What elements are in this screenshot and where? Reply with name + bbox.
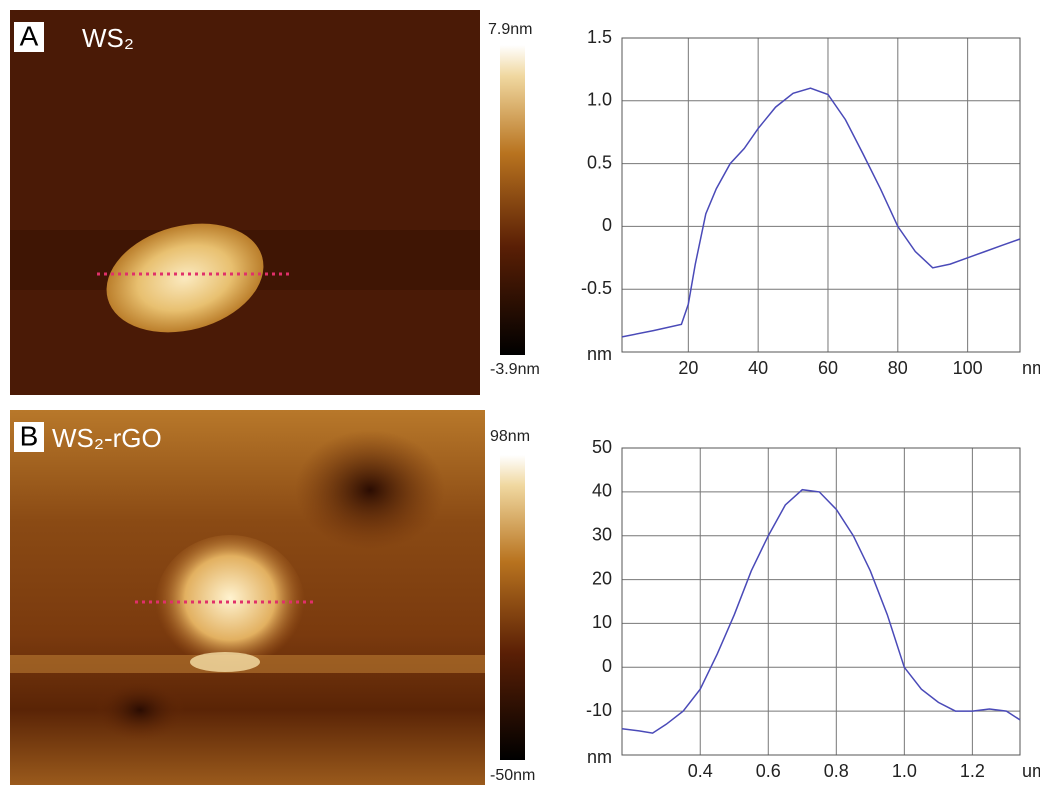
y-tick-label: 30 xyxy=(592,524,612,544)
y-tick-label: 10 xyxy=(592,612,612,632)
x-tick-label: 80 xyxy=(888,358,908,378)
y-tick-label: 50 xyxy=(592,437,612,457)
x-axis-unit: nm xyxy=(1022,358,1040,378)
x-tick-label: 0.6 xyxy=(756,761,781,781)
scale-max: 98nm xyxy=(490,428,530,445)
color-bar xyxy=(500,45,525,355)
afm-particle xyxy=(190,652,260,672)
scale-max: 7.9nm xyxy=(488,21,532,38)
x-tick-label: 20 xyxy=(678,358,698,378)
x-tick-label: 40 xyxy=(748,358,768,378)
y-tick-label: -10 xyxy=(586,700,612,720)
label-box xyxy=(14,22,44,52)
scale-min: -50nm xyxy=(490,767,535,784)
y-tick-label: 1.0 xyxy=(587,90,612,110)
x-tick-label: 0.8 xyxy=(824,761,849,781)
panel-label: B xyxy=(20,420,39,451)
x-tick-label: 100 xyxy=(953,358,983,378)
y-tick-label: -0.5 xyxy=(581,278,612,298)
x-axis-unit: um xyxy=(1022,761,1040,781)
panel-title: WS₂ xyxy=(82,23,134,53)
y-axis-unit: nm xyxy=(587,747,612,767)
y-tick-label: 40 xyxy=(592,481,612,501)
scale-min: -3.9nm xyxy=(490,361,540,378)
x-tick-label: 0.4 xyxy=(688,761,713,781)
afm-depression xyxy=(295,430,445,550)
y-tick-label: 0 xyxy=(602,215,612,235)
afm-depression xyxy=(95,680,185,740)
x-tick-label: 1.2 xyxy=(960,761,985,781)
y-tick-label: 0.5 xyxy=(587,152,612,172)
plot-frame xyxy=(621,37,1021,353)
profile-line xyxy=(621,87,1021,338)
y-tick-label: 1.5 xyxy=(587,27,612,47)
plot-frame xyxy=(621,447,1021,756)
x-tick-label: 1.0 xyxy=(892,761,917,781)
profile-line xyxy=(621,488,1021,734)
afm-particle xyxy=(106,223,264,333)
y-tick-label: 0 xyxy=(602,656,612,676)
panel-label: A xyxy=(20,20,39,51)
color-bar xyxy=(500,455,525,760)
panel-title: WS₂-rGO xyxy=(52,423,162,453)
afm-image xyxy=(10,10,480,395)
label-box xyxy=(14,422,44,452)
x-tick-label: 60 xyxy=(818,358,838,378)
y-tick-label: 20 xyxy=(592,568,612,588)
afm-particle xyxy=(155,535,305,675)
y-axis-unit: nm xyxy=(587,344,612,364)
